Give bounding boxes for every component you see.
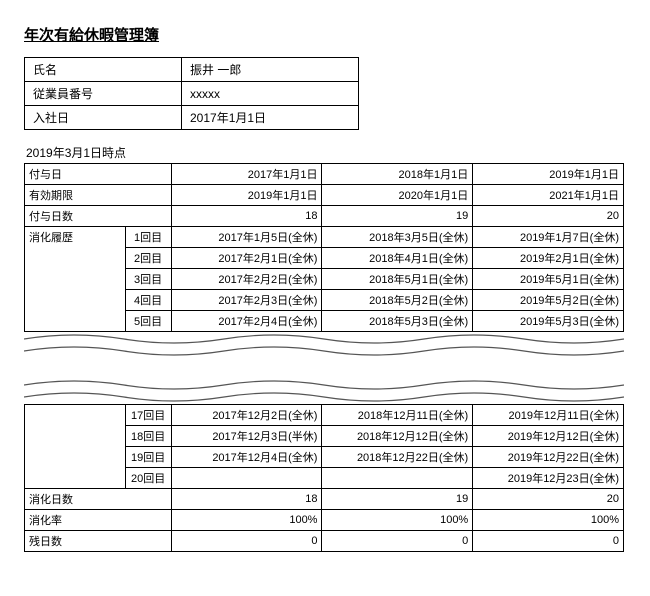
history-cell: 2018年5月2日(全休) — [322, 290, 473, 311]
grant-days-y3: 20 — [473, 206, 624, 227]
history-cell: 2018年4月1日(全休) — [322, 248, 473, 269]
name-label: 氏名 — [25, 58, 182, 82]
grant-date-label: 付与日 — [25, 164, 172, 185]
hire-date-label: 入社日 — [25, 106, 182, 130]
history-cell: 2018年12月12日(全休) — [322, 426, 473, 447]
history-row-number: 18回目 — [125, 426, 171, 447]
history-row-number: 4回目 — [125, 290, 171, 311]
expiry-label: 有効期限 — [25, 185, 172, 206]
history-label-continued — [25, 405, 126, 489]
history-cell: 2018年5月1日(全休) — [322, 269, 473, 290]
history-cell: 2017年2月3日(全休) — [171, 290, 322, 311]
used-days-y1: 18 — [171, 489, 322, 510]
history-cell — [322, 468, 473, 489]
history-label: 消化履歴 — [25, 227, 126, 332]
expiry-y2: 2020年1月1日 — [322, 185, 473, 206]
history-cell: 2019年5月3日(全休) — [473, 311, 624, 332]
employee-number-value: xxxxx — [182, 82, 359, 106]
employee-number-label: 従業員番号 — [25, 82, 182, 106]
history-row-number: 19回目 — [125, 447, 171, 468]
history-cell: 2019年1月7日(全休) — [473, 227, 624, 248]
page-break-wave-icon — [24, 377, 624, 405]
page-title: 年次有給休暇管理簿 — [24, 24, 626, 45]
history-cell: 2017年2月2日(全休) — [171, 269, 322, 290]
used-days-y3: 20 — [473, 489, 624, 510]
leave-ledger-top: 付与日 2017年1月1日 2018年1月1日 2019年1月1日 有効期限 2… — [24, 163, 624, 332]
usage-rate-label: 消化率 — [25, 510, 172, 531]
history-cell: 2019年5月2日(全休) — [473, 290, 624, 311]
leave-ledger-bottom: 17回目2017年12月2日(全休)2018年12月11日(全休)2019年12… — [24, 404, 624, 552]
as-of-date: 2019年3月1日時点 — [26, 144, 626, 161]
history-cell: 2017年2月1日(全休) — [171, 248, 322, 269]
remaining-days-label: 残日数 — [25, 531, 172, 552]
remaining-days-y2: 0 — [322, 531, 473, 552]
grant-date-y3: 2019年1月1日 — [473, 164, 624, 185]
history-cell: 2019年12月22日(全休) — [473, 447, 624, 468]
grant-days-y1: 18 — [171, 206, 322, 227]
history-cell: 2017年2月4日(全休) — [171, 311, 322, 332]
page-break-wave-icon — [24, 331, 624, 359]
remaining-days-y1: 0 — [171, 531, 322, 552]
grant-date-y1: 2017年1月1日 — [171, 164, 322, 185]
history-cell: 2018年12月11日(全休) — [322, 405, 473, 426]
history-cell: 2018年12月22日(全休) — [322, 447, 473, 468]
history-cell: 2017年1月5日(全休) — [171, 227, 322, 248]
hire-date-value: 2017年1月1日 — [182, 106, 359, 130]
history-row-number: 3回目 — [125, 269, 171, 290]
history-cell: 2019年12月23日(全休) — [473, 468, 624, 489]
usage-rate-y2: 100% — [322, 510, 473, 531]
remaining-days-y3: 0 — [473, 531, 624, 552]
grant-days-y2: 19 — [322, 206, 473, 227]
expiry-y1: 2019年1月1日 — [171, 185, 322, 206]
grant-date-y2: 2018年1月1日 — [322, 164, 473, 185]
history-row-number: 5回目 — [125, 311, 171, 332]
usage-rate-y1: 100% — [171, 510, 322, 531]
history-cell: 2019年12月12日(全休) — [473, 426, 624, 447]
history-cell: 2019年5月1日(全休) — [473, 269, 624, 290]
history-row-number: 2回目 — [125, 248, 171, 269]
history-cell: 2019年12月11日(全休) — [473, 405, 624, 426]
history-row-number: 17回目 — [125, 405, 171, 426]
history-row-number: 1回目 — [125, 227, 171, 248]
employee-info-table: 氏名 振井 一郎 従業員番号 xxxxx 入社日 2017年1月1日 — [24, 57, 359, 130]
used-days-label: 消化日数 — [25, 489, 172, 510]
history-cell: 2018年3月5日(全休) — [322, 227, 473, 248]
history-row-number: 20回目 — [125, 468, 171, 489]
history-cell: 2017年12月2日(全休) — [171, 405, 322, 426]
usage-rate-y3: 100% — [473, 510, 624, 531]
history-cell — [171, 468, 322, 489]
history-cell: 2017年12月3日(半休) — [171, 426, 322, 447]
history-cell: 2018年5月3日(全休) — [322, 311, 473, 332]
history-cell: 2017年12月4日(全休) — [171, 447, 322, 468]
name-value: 振井 一郎 — [182, 58, 359, 82]
expiry-y3: 2021年1月1日 — [473, 185, 624, 206]
used-days-y2: 19 — [322, 489, 473, 510]
grant-days-label: 付与日数 — [25, 206, 172, 227]
history-cell: 2019年2月1日(全休) — [473, 248, 624, 269]
